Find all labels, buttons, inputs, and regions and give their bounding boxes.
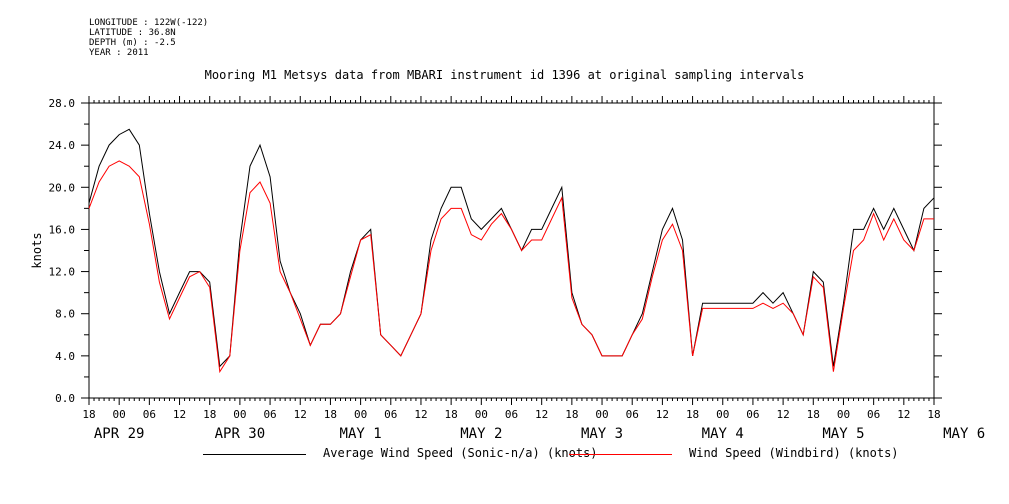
x-hour-label: 06 (746, 408, 759, 421)
latitude-label: LATITUDE : 36.8N (89, 28, 176, 38)
x-hour-label: 06 (384, 408, 397, 421)
y-tick-label: 12.0 (49, 266, 76, 279)
x-hour-label: 12 (173, 408, 186, 421)
x-hour-label: 06 (263, 408, 276, 421)
x-hour-label: 12 (414, 408, 427, 421)
x-hour-label: 00 (233, 408, 246, 421)
x-hour-label: 06 (867, 408, 880, 421)
x-hour-label: 00 (716, 408, 729, 421)
x-day-label: MAY 3 (581, 426, 623, 442)
x-hour-label: 00 (595, 408, 608, 421)
y-tick-label: 24.0 (49, 139, 76, 152)
x-day-label: APR 29 (94, 426, 145, 442)
y-tick-label: 28.0 (49, 97, 76, 110)
x-day-label: MAY 4 (702, 426, 744, 442)
y-axis-label: knots (30, 232, 44, 268)
y-tick-label: 8.0 (55, 308, 75, 321)
x-hour-label: 18 (686, 408, 699, 421)
x-hour-label: 06 (626, 408, 639, 421)
x-hour-label: 18 (565, 408, 578, 421)
x-hour-label: 18 (324, 408, 337, 421)
x-hour-label: 00 (837, 408, 850, 421)
legend-swatch-windbird (569, 454, 672, 455)
legend-label-windbird: Wind Speed (Windbird) (knots) (689, 446, 899, 460)
y-tick-label: 16.0 (49, 223, 76, 236)
x-hour-label: 18 (445, 408, 458, 421)
x-day-label: MAY 6 (943, 426, 985, 442)
x-hour-label: 12 (535, 408, 548, 421)
series-line-1 (88, 160, 934, 374)
x-hour-label: 18 (807, 408, 820, 421)
x-hour-label: 00 (475, 408, 488, 421)
legend: Average Wind Speed (Sonic-n/a) (knots) W… (0, 446, 1009, 462)
x-hour-label: 12 (897, 408, 910, 421)
y-tick-label: 4.0 (55, 350, 75, 363)
x-day-label: MAY 1 (340, 426, 382, 442)
x-hour-label: 12 (776, 408, 789, 421)
plot-frame (88, 102, 935, 399)
longitude-label: LONGITUDE : 122W(-122) (89, 18, 209, 28)
x-hour-label: 00 (113, 408, 126, 421)
year-label: YEAR : 2011 (89, 48, 149, 58)
series-line-0 (88, 128, 935, 368)
x-hour-label: 06 (143, 408, 156, 421)
x-hour-label: 18 (203, 408, 216, 421)
legend-label-sonic: Average Wind Speed (Sonic-n/a) (knots) (323, 446, 598, 460)
x-hour-label: 12 (294, 408, 307, 421)
depth-label: DEPTH (m) : -2.5 (89, 38, 176, 48)
x-day-label: MAY 5 (822, 426, 864, 442)
x-hour-label: 06 (505, 408, 518, 421)
chart-title: Mooring M1 Metsys data from MBARI instru… (204, 68, 805, 82)
x-hour-label: 00 (354, 408, 367, 421)
x-hour-label: 18 (927, 408, 940, 421)
x-day-label: APR 30 (215, 426, 266, 442)
metadata-block: LONGITUDE : 122W(-122) LATITUDE : 36.8N … (89, 18, 208, 58)
y-tick-label: 20.0 (49, 181, 76, 194)
y-tick-label: 0.0 (55, 392, 75, 405)
x-hour-label: 12 (656, 408, 669, 421)
x-day-label: MAY 2 (460, 426, 502, 442)
legend-swatch-sonic (203, 454, 306, 455)
x-hour-label: 18 (82, 408, 95, 421)
